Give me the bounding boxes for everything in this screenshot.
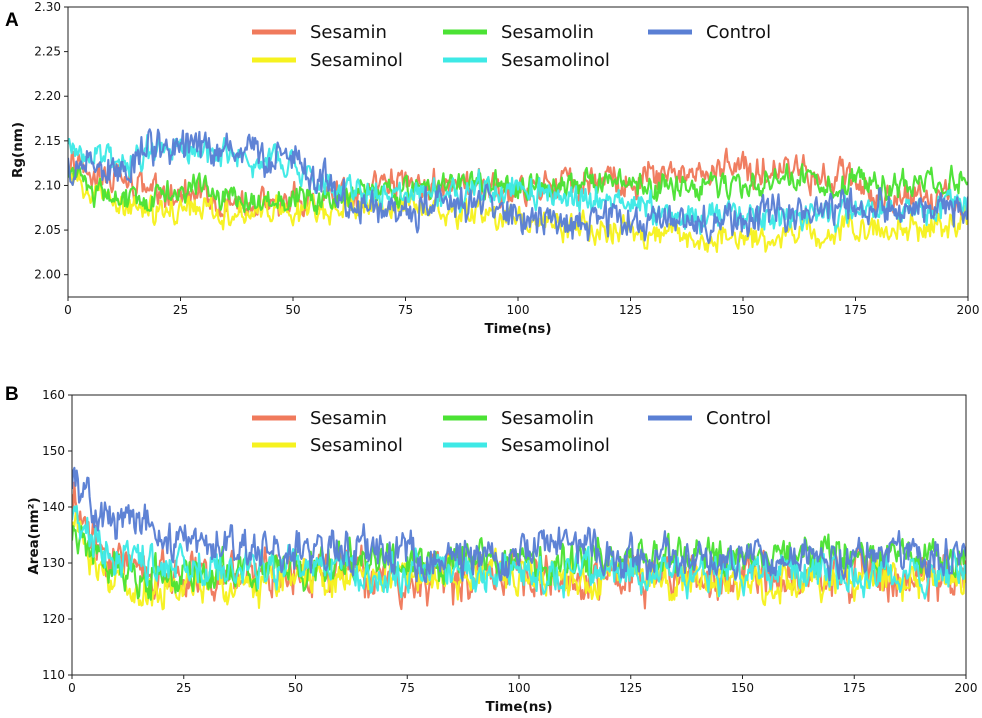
x-tick-label: 200 (957, 303, 980, 317)
y-tick-label: 160 (42, 388, 65, 402)
legend: Sesamin Sesamolin Control Sesaminol Sesamoli… (252, 22, 771, 71)
x-tick-label: 0 (68, 681, 76, 695)
legend-label-sesaminol: Sesaminol (310, 435, 403, 456)
x-tick-label: 25 (173, 303, 188, 317)
x-tick-label: 150 (732, 303, 755, 317)
x-tick-label: 25 (176, 681, 191, 695)
y-tick-label: 2.10 (34, 178, 61, 192)
y-tick-label: 2.25 (34, 45, 61, 59)
series-line-sesamolinol (72, 504, 966, 600)
legend-label-sesamin: Sesamin (310, 408, 387, 429)
legend: Sesamin Sesamolin Control Sesaminol Sesamoli… (252, 408, 771, 456)
x-tick-label: 175 (843, 681, 866, 695)
x-tick-label: 125 (619, 681, 642, 695)
legend-label-control: Control (706, 22, 771, 43)
legend-label-sesamolin: Sesamolin (501, 22, 594, 43)
y-tick-label: 2.15 (34, 134, 61, 148)
series-group (72, 466, 966, 611)
y-tick-label: 140 (42, 500, 65, 514)
x-tick-label: 75 (398, 303, 413, 317)
panel-label: A (5, 10, 19, 31)
y-tick-label: 130 (42, 556, 65, 570)
series-line-sesamolin (68, 163, 968, 216)
x-axis-title: Time(ns) (484, 321, 551, 337)
legend-label-control: Control (706, 408, 771, 429)
y-tick-label: 2.00 (34, 268, 61, 282)
y-tick-label: 2.20 (34, 89, 61, 103)
x-tick-label: 150 (731, 681, 754, 695)
panel-label: B (5, 384, 19, 405)
chart-panel-b: B 0 25 50 75 100 125 150 175 200 110 120 130 140 150 16… (5, 384, 977, 715)
legend-label-sesamin: Sesamin (310, 22, 387, 43)
legend-label-sesamolinol: Sesamolinol (501, 50, 610, 71)
x-tick-label: 100 (507, 303, 530, 317)
y-tick-label: 110 (42, 668, 65, 682)
series-line-control (68, 128, 968, 245)
y-tick-label: 150 (42, 444, 65, 458)
x-tick-label: 125 (619, 303, 642, 317)
legend-label-sesamolinol: Sesamolinol (501, 435, 610, 456)
x-tick-label: 0 (64, 303, 72, 317)
x-tick-label: 100 (508, 681, 531, 695)
series-group (68, 128, 968, 254)
x-tick-label: 75 (400, 681, 415, 695)
chart-panel-a: A 0 25 50 75 100 125 150 175 200 2.00 2.05 2.10 2.15 2… (5, 0, 979, 337)
x-tick-label: 175 (844, 303, 867, 317)
series-line-sesaminol (68, 165, 968, 254)
y-axis-title: Area(nm²) (26, 497, 42, 574)
y-axis-title: Rg(nm) (10, 122, 26, 178)
x-axis-title: Time(ns) (485, 699, 552, 715)
y-tick-label: 2.30 (34, 0, 61, 14)
y-tick-label: 2.05 (34, 223, 61, 237)
y-tick-label: 120 (42, 612, 65, 626)
series-line-control (72, 466, 966, 583)
x-tick-label: 200 (955, 681, 978, 695)
x-tick-label: 50 (285, 303, 300, 317)
legend-label-sesaminol: Sesaminol (310, 50, 403, 71)
x-tick-label: 50 (288, 681, 303, 695)
legend-label-sesamolin: Sesamolin (501, 408, 594, 429)
